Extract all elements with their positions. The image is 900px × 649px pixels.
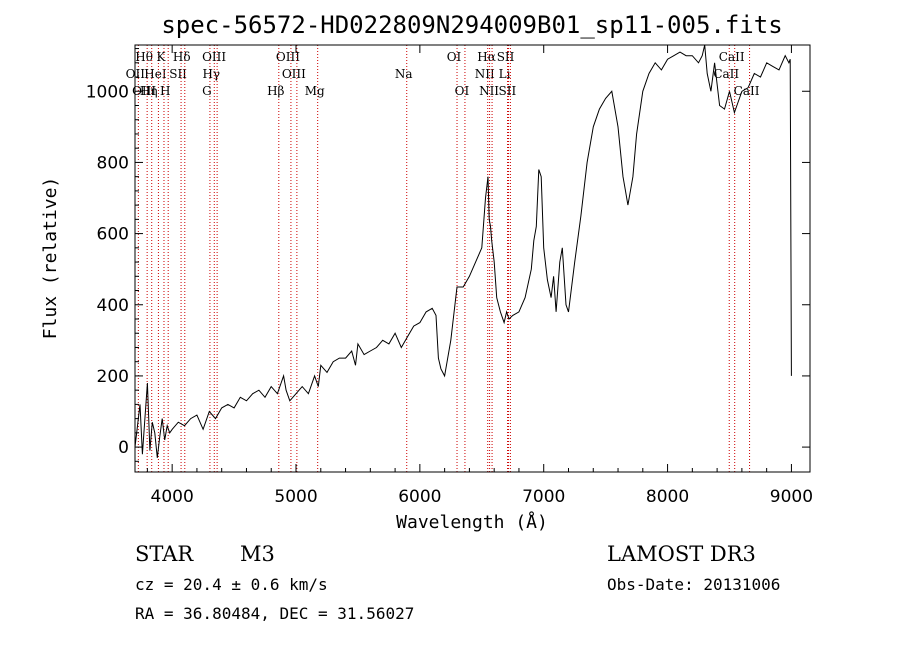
y-tick-label: 600: [97, 225, 129, 245]
x-tick-label: 5000: [274, 487, 317, 507]
line-marker-label: SII: [169, 67, 187, 81]
line-marker-label: SII: [499, 84, 517, 98]
line-marker-label: OI: [455, 84, 470, 98]
flux-series-line: [134, 44, 792, 458]
redshift-velocity: cz = 20.4 ± 0.6 km/s: [135, 575, 328, 594]
line-marker-label: OIII: [282, 67, 306, 81]
observation-date: Obs-Date: 20131006: [607, 575, 780, 594]
x-tick-label: 7000: [522, 487, 565, 507]
sky-coordinates: RA = 36.80484, DEC = 31.56027: [135, 604, 414, 623]
object-subclass: M3: [240, 542, 275, 566]
line-marker-label: Hγ: [202, 67, 220, 81]
x-tick-label: 6000: [398, 487, 441, 507]
object-class: STAR: [135, 542, 194, 566]
line-marker-label: Hβ: [267, 84, 284, 98]
x-axis: 4000 5000 6000 7000 8000 9000: [146, 45, 813, 507]
x-axis-label: Wavelength (Å): [396, 511, 548, 533]
chart-title: spec-56572-HD022809N294009B01_sp11-005.f…: [161, 11, 782, 39]
line-marker-label: Hθ: [135, 50, 153, 64]
line-marker-label: OIII: [132, 84, 156, 98]
line-marker-label: NII: [479, 84, 499, 98]
x-tick-label: 9000: [770, 487, 813, 507]
spectral-line-markers: OIIHθOIIIHηHeIKHSIIHδGHγOIIIHβOIIIOIIIMg…: [126, 45, 760, 472]
line-marker-label: NII: [475, 67, 495, 81]
plot-frame: [134, 44, 811, 473]
line-marker-label: Li: [499, 67, 511, 81]
line-marker-label: Hδ: [173, 50, 191, 64]
y-tick-label: 1000: [86, 82, 129, 102]
line-marker-label: Na: [395, 67, 413, 81]
x-tick-label: 4000: [151, 487, 194, 507]
line-marker-label: OI: [447, 50, 462, 64]
y-axis-label: Flux (relative): [40, 177, 61, 340]
line-marker-label: G: [202, 84, 212, 98]
x-tick-label: 8000: [646, 487, 689, 507]
line-marker-label: Hη: [140, 84, 158, 98]
line-marker-label: CaII: [713, 67, 739, 81]
line-marker-label: Hα: [477, 50, 496, 64]
y-axis: 0 200 400 600 800 1000: [86, 48, 810, 462]
y-tick-label: 200: [97, 367, 129, 387]
y-tick-label: 400: [97, 296, 129, 316]
survey-name: LAMOST DR3: [607, 542, 756, 566]
line-marker-label: SII: [497, 50, 515, 64]
line-marker-label: CaII: [734, 84, 760, 98]
line-marker-label: Mg: [305, 84, 325, 98]
line-marker-label: OIII: [276, 50, 300, 64]
y-tick-label: 800: [97, 153, 129, 173]
line-marker-label: CaII: [719, 50, 745, 64]
line-marker-label: HeI: [144, 67, 167, 81]
line-marker-label: H: [160, 84, 170, 98]
line-marker-label: OIII: [202, 50, 226, 64]
y-tick-label: 0: [118, 438, 129, 458]
line-marker-label: K: [156, 50, 166, 64]
